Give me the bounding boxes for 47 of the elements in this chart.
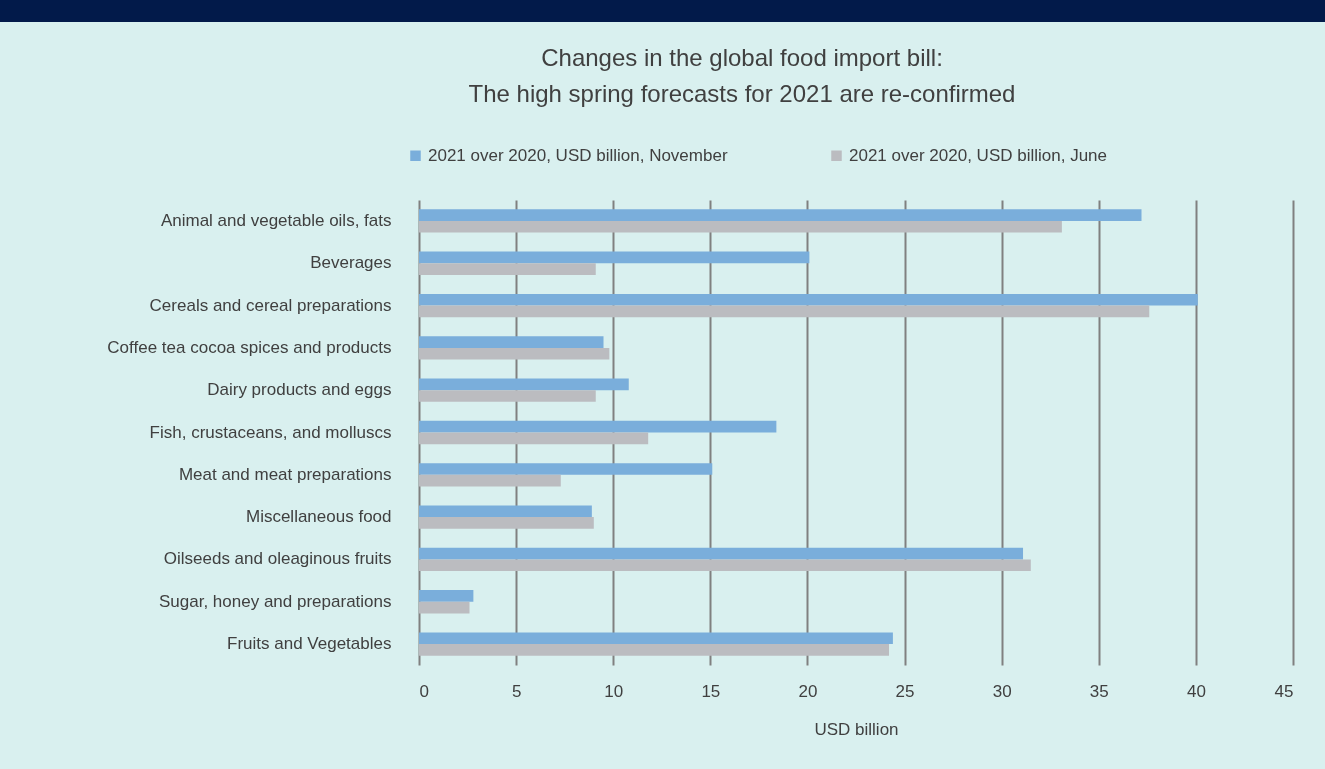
bar [419,209,1142,221]
x-tick-label: 30 [992,681,1012,701]
y-tick-label: Fish, crustaceans, and molluscs [149,422,392,442]
bar [419,632,893,645]
x-tick-label: 15 [701,681,721,701]
bar [419,378,629,391]
y-tick-label: Fruits and Vegetables [227,634,392,654]
bar [419,390,596,402]
bar [419,644,890,656]
x-tick-label: 35 [1089,681,1109,701]
bar [419,547,1024,560]
x-axis-title: USD billion [814,719,899,739]
x-tick-label: 40 [1186,681,1206,701]
x-tick-label: 5 [511,681,522,701]
x-tick-label: 0 [419,681,429,701]
bar [419,336,604,348]
bar [419,293,1198,306]
bar [419,590,474,602]
bar [419,251,810,264]
bar [419,432,649,445]
y-tick-label: Miscellaneous food [245,507,392,527]
x-tick-label: 45 [1274,681,1294,701]
x-tick-label: 20 [798,681,818,701]
y-tick-label: Cereals and cereal preparations [149,295,392,315]
bar [419,517,594,529]
bar [419,505,592,518]
x-tick-label: 10 [604,681,624,701]
bar [419,347,610,360]
y-tick-label: Sugar, honey and preparations [158,591,392,611]
bar [419,263,596,275]
y-tick-label: Animal and vegetable oils, fats [160,210,392,230]
y-tick-label: Beverages [310,253,392,273]
bar [419,220,1062,233]
legend-label: 2021 over 2020, USD billion, June [849,145,1107,165]
y-tick-label: Coffee tea cocoa spices and products [107,337,392,357]
y-tick-label: Oilseeds and oleaginous fruits [163,549,392,569]
legend-label: 2021 over 2020, USD billion, November [428,145,728,165]
y-tick-label: Meat and meat preparations [178,464,392,484]
x-tick-label: 25 [895,681,915,701]
bar [419,559,1031,572]
bar [419,474,561,487]
bar [419,305,1150,318]
bar [419,601,470,614]
y-tick-label: Dairy products and eggs [207,380,392,400]
chart-title: Changes in the global food import bill: The high spring forecasts for 2021 are re-confirmed [468,44,1016,107]
bar [419,463,713,475]
bar [419,420,777,433]
